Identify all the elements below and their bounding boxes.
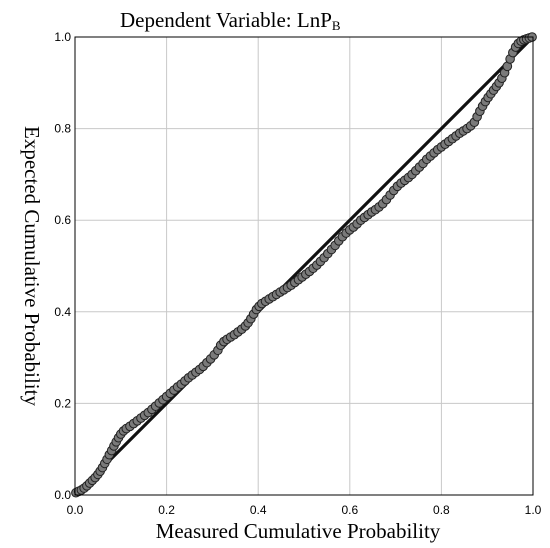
x-tick-label: 0.6 bbox=[341, 503, 358, 517]
y-tick-label: 1.0 bbox=[54, 30, 71, 44]
y-tick-label: 0.2 bbox=[54, 396, 71, 410]
x-tick-label: 0.4 bbox=[250, 503, 267, 517]
chart-title: Dependent Variable: LnPB bbox=[120, 8, 341, 33]
y-axis-ticks: 0.0 0.2 0.4 0.6 0.8 1.0 bbox=[54, 30, 71, 502]
x-tick-label: 0.8 bbox=[433, 503, 450, 517]
y-tick-label: 0.8 bbox=[54, 122, 71, 136]
y-axis-label: Expected Cumulative Probability bbox=[20, 126, 44, 406]
y-tick-label: 0.0 bbox=[54, 488, 71, 502]
x-tick-label: 1.0 bbox=[525, 503, 542, 517]
y-tick-label: 0.4 bbox=[54, 305, 71, 319]
y-tick-label: 0.6 bbox=[54, 213, 71, 227]
x-axis-label: Measured Cumulative Probability bbox=[156, 519, 441, 543]
x-tick-label: 0.0 bbox=[67, 503, 84, 517]
x-axis-ticks: 0.0 0.2 0.4 0.6 0.8 1.0 bbox=[67, 503, 542, 517]
plot-frame bbox=[74, 36, 534, 496]
reference-diagonal-line bbox=[73, 35, 535, 497]
grid-lines bbox=[75, 37, 533, 495]
x-tick-label: 0.2 bbox=[158, 503, 175, 517]
